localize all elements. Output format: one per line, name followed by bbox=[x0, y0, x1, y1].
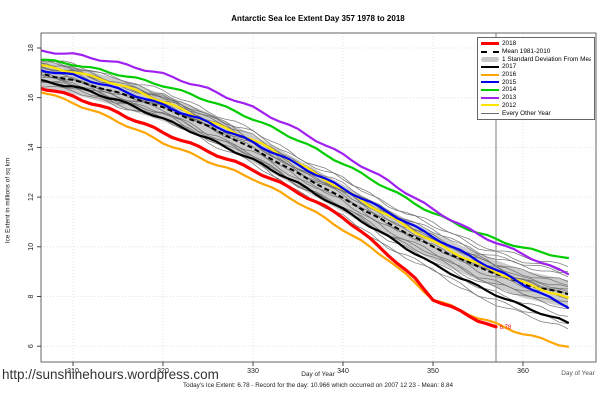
chart-title: Antarctic Sea Ice Extent Day 357 1978 to… bbox=[231, 14, 405, 23]
series-2016-line bbox=[41, 91, 570, 348]
legend-label: 2016 bbox=[502, 71, 517, 79]
legend-item-2012: 2012 bbox=[481, 102, 591, 110]
legend-label: 2014 bbox=[502, 86, 517, 94]
y-tick-label: 12 bbox=[28, 193, 35, 201]
legend-item-2016: 2016 bbox=[481, 71, 591, 79]
legend-item-2014: 2014 bbox=[481, 86, 591, 94]
x-tick-label: 310 bbox=[67, 368, 79, 375]
legend-item-2017: 2017 bbox=[481, 63, 591, 71]
legend-swatch bbox=[481, 50, 499, 53]
today-extent-annotation: 6.78 bbox=[500, 325, 512, 331]
legend-swatch bbox=[481, 81, 499, 84]
x-axis-label-right: Day of Year bbox=[561, 370, 595, 377]
series-2012-line bbox=[41, 64, 570, 299]
y-tick-label: 14 bbox=[28, 143, 35, 151]
legend-swatch bbox=[481, 112, 499, 114]
legend-swatch bbox=[481, 56, 499, 62]
legend-item-1-standard-deviation-from-mean: 1 Standard Deviation From Mean bbox=[481, 55, 591, 63]
every-other-year-line bbox=[41, 80, 569, 274]
y-axis-label: Ice Extent in millions of sq km bbox=[4, 157, 12, 244]
series-2014-line bbox=[41, 58, 570, 260]
legend-item-mean-1981-2010: Mean 1981-2010 bbox=[481, 48, 591, 56]
watermark-url: http://sunshinehours.wordpress.com bbox=[2, 367, 219, 382]
legend-label: 2012 bbox=[502, 101, 517, 109]
x-tick-label: 350 bbox=[427, 368, 439, 375]
series-2018-line bbox=[41, 86, 498, 329]
every-other-year-line bbox=[41, 81, 569, 292]
x-tick-label: 330 bbox=[247, 368, 259, 375]
x-tick-label: 320 bbox=[157, 368, 169, 375]
x-tick-label: 360 bbox=[517, 368, 529, 375]
y-tick-label: 6 bbox=[28, 344, 35, 348]
legend-item-2015: 2015 bbox=[481, 78, 591, 86]
legend-swatch bbox=[481, 65, 499, 68]
y-tick-label: 8 bbox=[28, 294, 35, 298]
legend-label: Mean 1981-2010 bbox=[502, 48, 551, 56]
legend-label: 2018 bbox=[502, 40, 517, 48]
mean-line bbox=[41, 72, 569, 295]
legend-swatch bbox=[481, 104, 499, 107]
legend-item-2013: 2013 bbox=[481, 94, 591, 102]
x-axis-label: Day of Year bbox=[301, 371, 335, 378]
series-2013-line bbox=[41, 49, 570, 276]
legend-label: 2015 bbox=[502, 78, 517, 86]
series-2015-line bbox=[41, 69, 570, 309]
y-tick-label: 16 bbox=[28, 94, 35, 102]
axes: 310 320 330 340 350 360 6 8 10 12 14 16 18 bbox=[28, 44, 529, 375]
legend-swatch bbox=[481, 42, 499, 46]
legend-swatch bbox=[481, 73, 499, 76]
legend-swatch bbox=[481, 96, 499, 99]
y-tick-label: 18 bbox=[28, 44, 35, 52]
every-other-year-line bbox=[41, 62, 569, 300]
legend: 2018 Mean 1981-2010 1 Standard Deviation F… bbox=[477, 37, 595, 120]
legend-item-2018: 2018 bbox=[481, 40, 591, 48]
series-2017-line bbox=[41, 78, 570, 324]
footer-stats: Today's Ice Extent: 6.78 - Record for th… bbox=[182, 382, 454, 389]
every-other-year-line bbox=[41, 85, 569, 302]
y-tick-label: 10 bbox=[28, 243, 35, 251]
x-tick-label: 340 bbox=[337, 368, 349, 375]
legend-label: 2017 bbox=[502, 63, 517, 71]
legend-label: 1 Standard Deviation From Mean bbox=[502, 55, 591, 63]
legend-label: 2013 bbox=[502, 94, 517, 102]
legend-label: Every Other Year bbox=[502, 109, 551, 117]
legend-item-every-other-year: Every Other Year bbox=[481, 109, 591, 117]
legend-swatch bbox=[481, 88, 499, 91]
